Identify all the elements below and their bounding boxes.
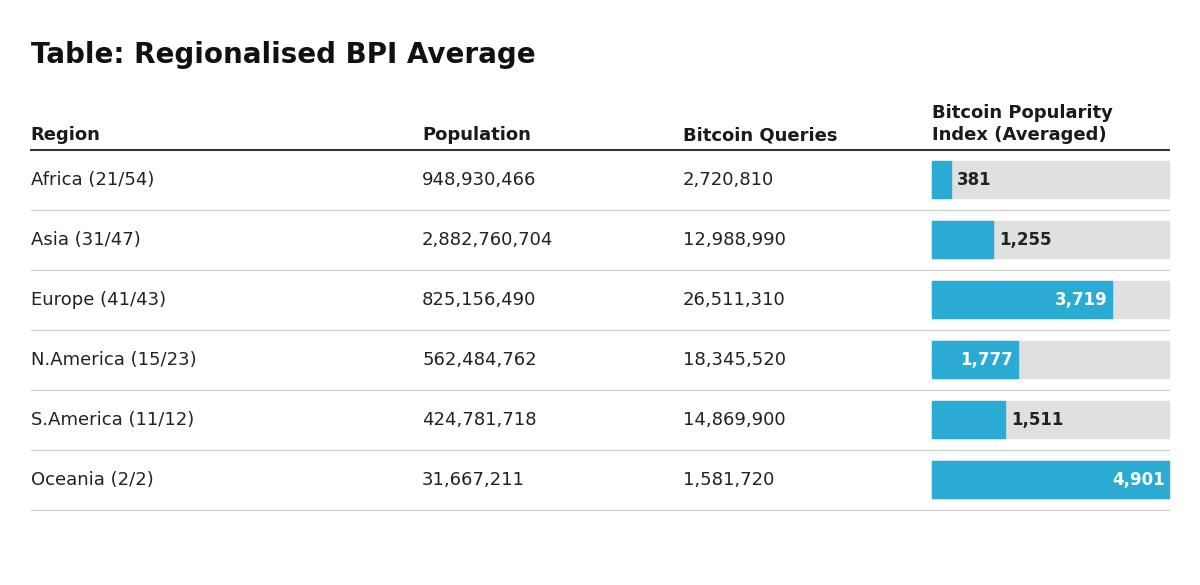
Text: 2,720,810: 2,720,810: [683, 171, 774, 189]
Bar: [932, 401, 1006, 438]
Text: Europe (41/43): Europe (41/43): [31, 291, 166, 309]
Text: 18,345,520: 18,345,520: [683, 350, 786, 369]
Text: 3,719: 3,719: [1055, 291, 1108, 309]
Bar: [932, 461, 1169, 498]
Text: 825,156,490: 825,156,490: [422, 291, 536, 309]
Text: S.America (11/12): S.America (11/12): [31, 411, 194, 429]
Bar: [932, 281, 1169, 318]
Text: 1,255: 1,255: [998, 230, 1051, 249]
Bar: [932, 161, 950, 198]
Text: 1,511: 1,511: [1012, 411, 1063, 429]
Text: Oceania (2/2): Oceania (2/2): [31, 470, 154, 488]
Text: 424,781,718: 424,781,718: [422, 411, 536, 429]
Text: Region: Region: [31, 126, 101, 144]
Text: 14,869,900: 14,869,900: [683, 411, 786, 429]
Bar: [932, 341, 1018, 378]
Text: Bitcoin Popularity
Index (Averaged): Bitcoin Popularity Index (Averaged): [932, 104, 1112, 144]
Bar: [932, 281, 1112, 318]
Text: 1,777: 1,777: [961, 350, 1013, 369]
Text: Bitcoin Queries: Bitcoin Queries: [683, 126, 838, 144]
Bar: [932, 461, 1169, 498]
Bar: [932, 341, 1169, 378]
Text: 12,988,990: 12,988,990: [683, 230, 786, 249]
Text: 948,930,466: 948,930,466: [422, 171, 536, 189]
Text: N.America (15/23): N.America (15/23): [31, 350, 197, 369]
Text: 26,511,310: 26,511,310: [683, 291, 786, 309]
Text: 4,901: 4,901: [1112, 470, 1164, 488]
Text: Asia (31/47): Asia (31/47): [31, 230, 140, 249]
Bar: [932, 221, 992, 258]
Text: 381: 381: [956, 171, 991, 189]
Text: 31,667,211: 31,667,211: [422, 470, 524, 488]
Text: 562,484,762: 562,484,762: [422, 350, 536, 369]
Bar: [932, 401, 1169, 438]
Text: Africa (21/54): Africa (21/54): [31, 171, 154, 189]
Text: Table: Regionalised BPI Average: Table: Regionalised BPI Average: [31, 41, 535, 69]
Text: Population: Population: [422, 126, 530, 144]
Bar: [932, 161, 1169, 198]
Bar: [932, 221, 1169, 258]
Text: 1,581,720: 1,581,720: [683, 470, 774, 488]
Text: 2,882,760,704: 2,882,760,704: [422, 230, 553, 249]
